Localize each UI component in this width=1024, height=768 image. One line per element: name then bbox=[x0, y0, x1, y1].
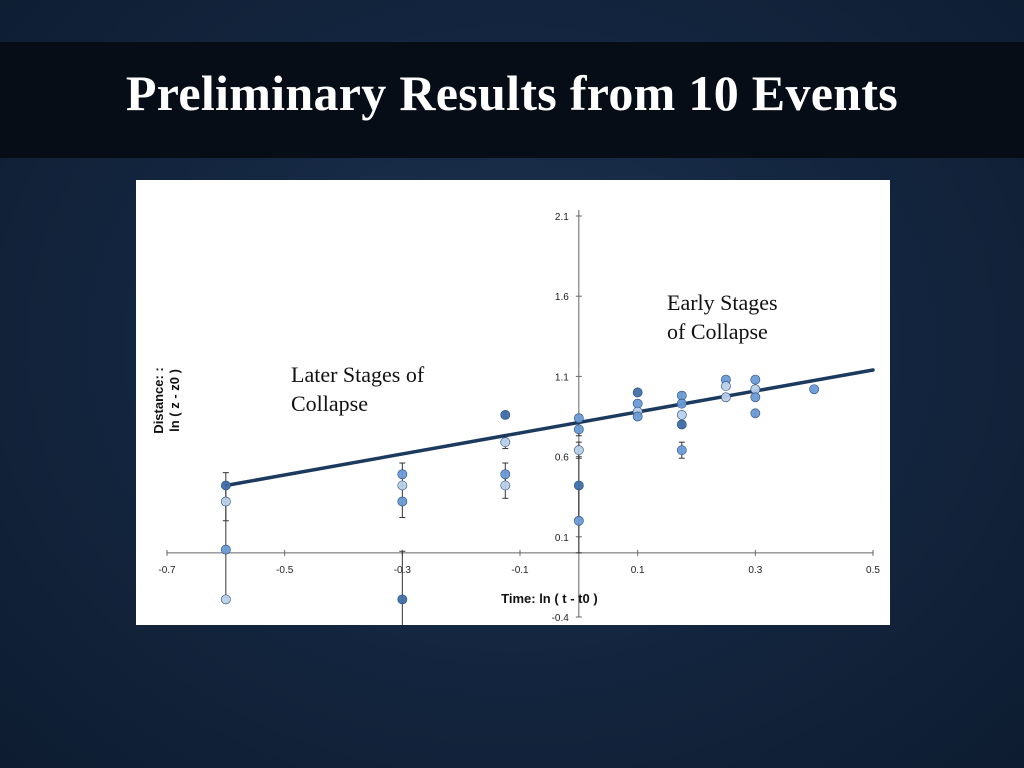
data-point bbox=[500, 469, 511, 480]
data-point bbox=[573, 424, 584, 435]
data-point bbox=[750, 374, 761, 385]
data-point bbox=[676, 398, 687, 409]
y-axis-title-line: Distance: : bbox=[151, 367, 166, 433]
data-point bbox=[500, 409, 511, 420]
data-point bbox=[220, 496, 231, 507]
y-tick-label: 0.1 bbox=[555, 533, 569, 544]
data-point bbox=[397, 594, 408, 605]
data-point bbox=[220, 594, 231, 605]
fit-line-group bbox=[224, 368, 875, 488]
x-tick-label: -0.7 bbox=[158, 565, 176, 576]
chart-axes: -0.7 -0.5 -0.3 -0.1 0.1 0.3 0.52.11.61.10.60.1… bbox=[151, 210, 880, 624]
data-point bbox=[721, 381, 731, 391]
annotation-text: Collapse bbox=[291, 391, 368, 416]
data-point bbox=[220, 544, 231, 555]
data-point bbox=[573, 515, 584, 526]
data-points bbox=[220, 374, 820, 605]
scatter-chart: -0.7 -0.5 -0.3 -0.1 0.1 0.3 0.52.11.61.10.60.1… bbox=[151, 210, 880, 625]
data-point bbox=[676, 419, 687, 430]
data-point bbox=[632, 387, 643, 398]
data-point bbox=[397, 496, 408, 507]
chart-panel: -0.7 -0.5 -0.3 -0.1 0.1 0.3 0.5 2.1 1.6 1.1 0.6 0.1… bbox=[136, 180, 890, 625]
data-point bbox=[500, 437, 511, 448]
x-tick-label: 0.3 bbox=[748, 565, 762, 576]
y-tick-label: 1.1 bbox=[555, 372, 569, 383]
fit-line bbox=[224, 368, 875, 488]
data-point bbox=[573, 445, 584, 456]
x-tick-label: -0.1 bbox=[511, 565, 529, 576]
data-point bbox=[397, 469, 408, 480]
data-point bbox=[573, 480, 584, 491]
data-point bbox=[220, 480, 231, 491]
y-tick-label: 0.6 bbox=[555, 453, 569, 464]
y-tick-label: 1.6 bbox=[555, 292, 569, 303]
data-point bbox=[573, 413, 584, 424]
x-axis-title: Time: ln ( t - t0 ) bbox=[501, 591, 598, 606]
x-tick-label: 0.5 bbox=[866, 565, 880, 576]
data-point bbox=[750, 408, 761, 419]
y-axis-title: Distance: : ln ( z - z0 ) bbox=[151, 367, 182, 433]
chart-labels: Later Stages of Collapse Early Stages of Co… bbox=[291, 290, 778, 416]
data-point bbox=[721, 392, 731, 403]
slide-title: Preliminary Results from 10 Events bbox=[125, 65, 899, 121]
y-tick-label: -0.4 bbox=[552, 613, 570, 624]
y-tick-label: 2.1 bbox=[555, 212, 569, 223]
x-tick-label: -0.5 bbox=[276, 565, 294, 576]
data-point bbox=[809, 384, 820, 395]
data-point bbox=[632, 411, 643, 422]
data-point bbox=[397, 480, 408, 491]
title-bar bbox=[0, 42, 1024, 158]
data-point bbox=[750, 392, 761, 403]
annotation-text: of Collapse bbox=[667, 319, 768, 344]
x-tick-label: 0.1 bbox=[631, 565, 645, 576]
data-point bbox=[676, 445, 687, 456]
annotation-text: Later Stages of bbox=[291, 362, 425, 387]
annotation-text: Early Stages bbox=[667, 290, 778, 315]
data-point bbox=[676, 409, 687, 420]
data-point bbox=[500, 480, 511, 491]
y-axis-title-line: ln ( z - z0 ) bbox=[167, 369, 182, 432]
